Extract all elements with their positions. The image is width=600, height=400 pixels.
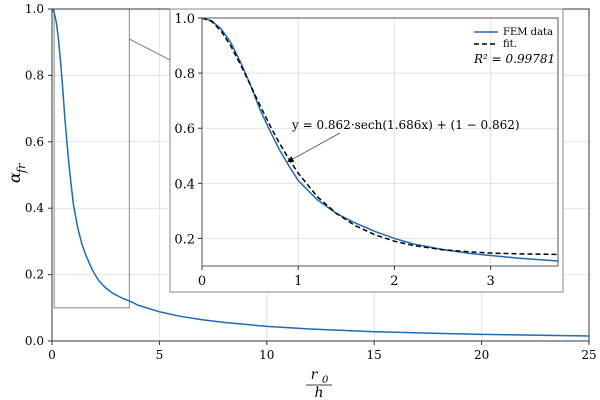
zoom-connector-line [129, 38, 171, 61]
inset-y-tick-label-0: 0.2 [174, 232, 195, 247]
x-label-denominator: h [314, 385, 323, 400]
inset-outer-frame [169, 8, 564, 293]
inset-x-tick-label-0: 0 [198, 274, 206, 289]
main-x-ticks: 0 5 10 15 20 25 [48, 341, 597, 362]
main-x-tick-label-1: 5 [156, 348, 164, 362]
x-label-numerator-sub: 0 [322, 375, 329, 386]
main-y-tick-label-2: 0.4 [25, 201, 44, 215]
zoom-box [53, 8, 130, 309]
main-y-ticks: 0.0 0.2 0.4 0.6 0.8 1.0 [25, 2, 52, 348]
inset-series [201, 17, 559, 262]
y-label-main: α [5, 172, 24, 183]
main-y-tick-label-5: 1.0 [25, 2, 44, 16]
inset-y-tick-label-2: 0.6 [174, 122, 195, 137]
inset-series-line-1 [201, 17, 559, 256]
main-y-tick-label-4: 0.8 [25, 68, 44, 82]
fit-equation-annotation: y = 0.862·sech(1.686x) + (1 − 0.862) [291, 118, 520, 132]
main-x-tick-label-3: 15 [367, 348, 382, 362]
x-axis-label: r 0 h [306, 367, 332, 400]
inset-y-tick-label-4: 1.0 [174, 12, 195, 27]
main-series-line-0 [51, 8, 590, 337]
main-y-tick-label-1: 0.2 [25, 268, 44, 282]
inset-x-tick-label-1: 1 [294, 274, 302, 289]
zoom-region-rect [53, 8, 130, 309]
main-series [51, 8, 590, 337]
main-x-tick-label-0: 0 [48, 348, 56, 362]
r-squared-label: R² = 0.99781 [473, 52, 555, 66]
y-label-sub: fr [15, 163, 28, 174]
y-axis-label: α fr [5, 163, 28, 183]
inset-x-tick-label-3: 3 [487, 274, 495, 289]
inset-y-ticks: 0.2 0.4 0.6 0.8 1.0 [174, 12, 202, 247]
x-label-numerator: r [311, 367, 319, 383]
main-x-tick-label-5: 25 [581, 348, 596, 362]
inset-legend: FEM data fit. [474, 27, 553, 50]
inset-plot-frame [201, 17, 559, 267]
main-y-tick-label-0: 0.0 [25, 334, 44, 348]
main-x-tick-label-4: 20 [474, 348, 489, 362]
inset-x-ticks: 0 1 2 3 [198, 266, 495, 289]
annotation-arrow [287, 132, 341, 163]
inset-y-tick-label-3: 0.8 [174, 67, 195, 82]
legend-label-fit: fit. [503, 39, 517, 50]
inset-y-tick-label-1: 0.4 [174, 177, 195, 192]
inset-x-tick-label-2: 2 [390, 274, 398, 289]
main-x-tick-label-2: 10 [259, 348, 274, 362]
main-y-tick-label-3: 0.6 [25, 135, 44, 149]
legend-label-fem: FEM data [503, 27, 553, 38]
